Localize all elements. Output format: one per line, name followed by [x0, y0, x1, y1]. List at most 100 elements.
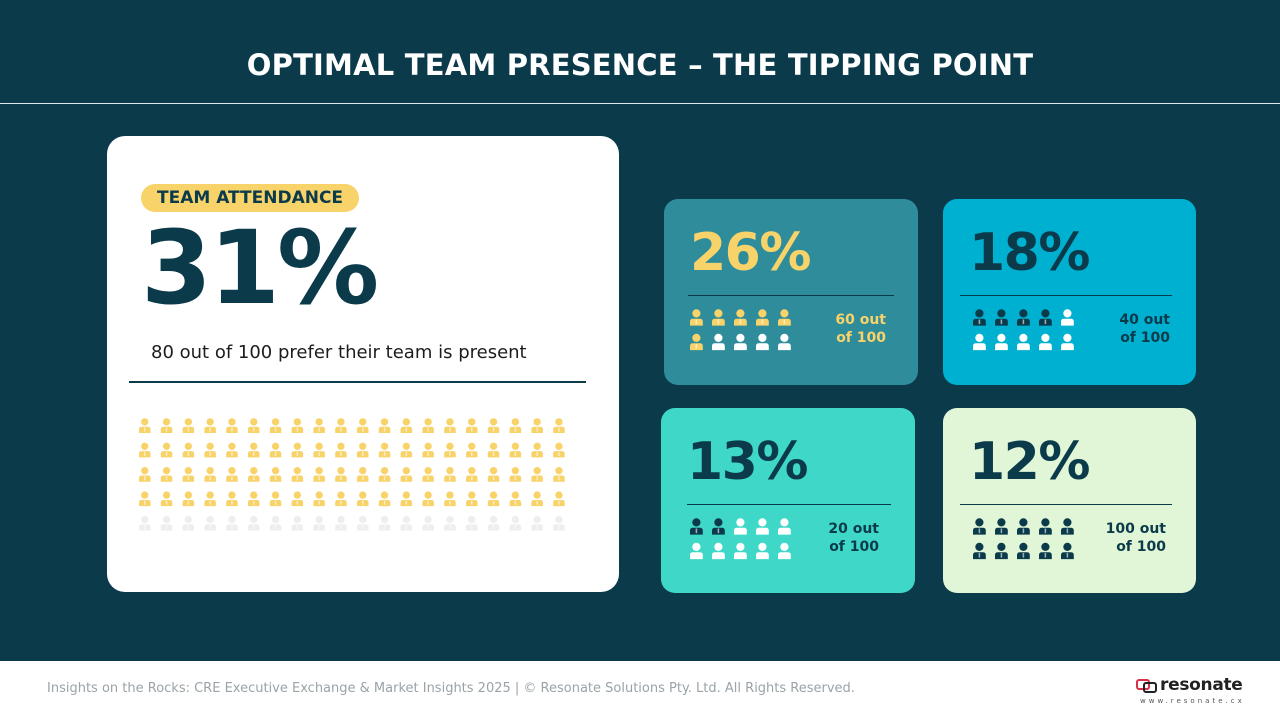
- person-icon: [1039, 542, 1052, 560]
- person-icon: [226, 442, 238, 458]
- stat-note: 40 out of 100: [1110, 311, 1170, 347]
- person-icon: [226, 515, 238, 531]
- person-icon: [509, 515, 522, 531]
- person-icon: [734, 333, 747, 351]
- person-icon: [487, 418, 500, 433]
- person-icon: [712, 542, 725, 560]
- team-attendance-card: TEAM ATTENDANCE 31% 80 out of 100 prefer…: [107, 136, 619, 592]
- resonate-logo[interactable]: resonate www.resonate.cx: [1136, 675, 1246, 711]
- person-icon: [466, 467, 478, 482]
- person-icon: [973, 542, 986, 560]
- person-icon: [734, 518, 747, 535]
- stat-note: 60 out of 100: [826, 311, 886, 347]
- stat-card-13: 13% 20 out of 100: [661, 408, 915, 593]
- person-icon: [226, 418, 238, 433]
- person-icon: [973, 518, 986, 535]
- stat-note: 100 out of 100: [1096, 520, 1166, 556]
- person-icon: [1039, 309, 1052, 326]
- person-icon: [400, 515, 413, 531]
- stat-percent: 13%: [687, 432, 808, 492]
- person-icon: [160, 467, 173, 482]
- main-percent: 31%: [141, 209, 379, 328]
- person-icon: [269, 491, 282, 507]
- stat-divider: [687, 504, 891, 505]
- person-icon: [466, 491, 478, 507]
- logo-url: www.resonate.cx: [1140, 697, 1245, 705]
- person-icon: [1039, 333, 1052, 351]
- person-icon: [509, 442, 522, 458]
- person-icon: [269, 467, 282, 482]
- person-icon: [690, 518, 703, 535]
- person-icon: [1061, 333, 1074, 351]
- person-icon: [269, 515, 282, 531]
- person-icon: [973, 309, 986, 326]
- person-icon: [248, 515, 260, 531]
- person-icon: [160, 418, 173, 433]
- person-icon: [378, 491, 391, 507]
- person-icon: [378, 442, 391, 458]
- stat-divider: [960, 295, 1172, 296]
- stat-divider: [688, 295, 894, 296]
- person-icon: [422, 515, 434, 531]
- person-icon: [160, 442, 173, 458]
- footer-copyright: Insights on the Rocks: CRE Executive Exc…: [47, 681, 855, 696]
- stat-percent: 26%: [690, 223, 811, 283]
- person-icon: [553, 515, 565, 531]
- person-icon: [1017, 542, 1030, 560]
- person-icon: [531, 515, 543, 531]
- footer: Insights on the Rocks: CRE Executive Exc…: [0, 661, 1280, 720]
- person-icon: [509, 467, 522, 482]
- person-icon: [160, 491, 173, 507]
- people-grid-100: [139, 418, 565, 531]
- person-icon: [995, 518, 1008, 535]
- stat-note-line2: of 100: [1120, 330, 1170, 346]
- person-icon: [291, 442, 304, 458]
- person-icon: [378, 418, 391, 433]
- logo-wordmark: resonate: [1160, 675, 1243, 695]
- person-icon: [335, 442, 347, 458]
- person-icon: [313, 418, 325, 433]
- person-icon: [973, 333, 986, 351]
- person-icon: [734, 542, 747, 560]
- person-icon: [1061, 309, 1074, 326]
- stat-card-18: 18% 40 out of 100: [943, 199, 1196, 385]
- person-icon: [291, 515, 304, 531]
- person-icon: [422, 442, 434, 458]
- person-icon: [226, 491, 238, 507]
- person-icon: [712, 518, 725, 535]
- person-icon: [778, 333, 791, 351]
- main-divider: [129, 381, 586, 383]
- person-icon: [487, 515, 500, 531]
- person-icon: [531, 442, 543, 458]
- person-icon: [1039, 518, 1052, 535]
- person-icon: [313, 491, 325, 507]
- person-icon: [248, 442, 260, 458]
- person-icon: [204, 418, 216, 433]
- person-icon: [1061, 518, 1074, 535]
- person-icon: [291, 418, 304, 433]
- person-icon: [756, 309, 769, 326]
- person-icon: [444, 467, 456, 482]
- person-icon: [335, 467, 347, 482]
- person-icon: [509, 491, 522, 507]
- person-icon: [553, 467, 565, 482]
- stat-card-26: 26% 60 out of 100: [664, 199, 918, 385]
- stat-note-line2: of 100: [836, 330, 886, 346]
- stat-note-line1: 20 out: [828, 521, 879, 537]
- person-icon: [995, 333, 1008, 351]
- person-icon: [378, 515, 391, 531]
- person-icon: [995, 542, 1008, 560]
- person-icon: [712, 309, 725, 326]
- stat-percent: 18%: [969, 223, 1090, 283]
- person-icon: [400, 467, 413, 482]
- stat-divider: [960, 504, 1172, 505]
- person-icon: [357, 515, 369, 531]
- person-icon: [204, 491, 216, 507]
- person-icon: [690, 333, 703, 351]
- stat-note-line2: of 100: [829, 539, 879, 555]
- person-icon: [509, 418, 522, 433]
- person-icon: [204, 467, 216, 482]
- person-icon: [269, 418, 282, 433]
- main-subtitle: 80 out of 100 prefer their team is prese…: [151, 342, 527, 363]
- stat-card-12: 12% 100 out of 100: [943, 408, 1196, 593]
